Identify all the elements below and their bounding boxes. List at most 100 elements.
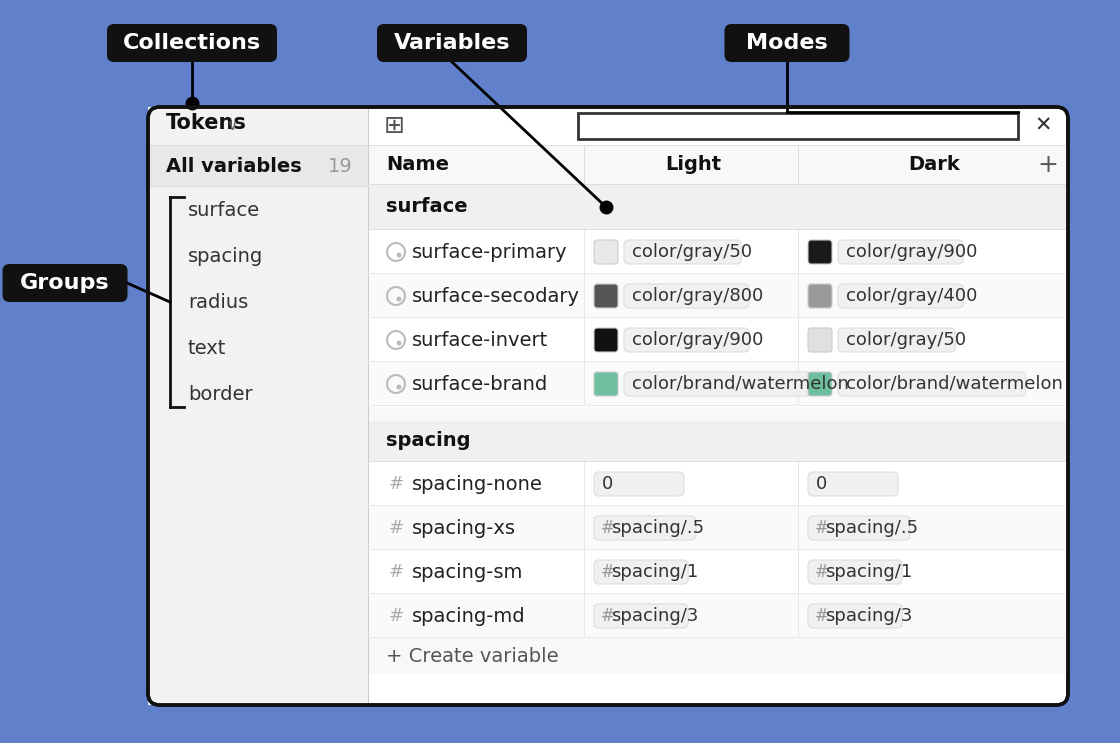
Text: #: # (601, 607, 615, 625)
Text: Groups: Groups (20, 273, 110, 293)
FancyBboxPatch shape (594, 560, 688, 584)
Text: color/brand/watermelon: color/brand/watermelon (846, 375, 1063, 393)
Text: surface-brand: surface-brand (412, 374, 549, 394)
FancyBboxPatch shape (808, 472, 898, 496)
Bar (368, 405, 1068, 406)
Text: ∨: ∨ (226, 117, 237, 132)
Text: spacing-none: spacing-none (412, 475, 543, 493)
Text: spacing/3: spacing/3 (825, 607, 913, 625)
Bar (368, 550, 1068, 594)
Text: Collections: Collections (123, 33, 261, 53)
Text: ⊞: ⊞ (384, 114, 405, 138)
Bar (368, 230, 1068, 274)
Text: #: # (389, 519, 403, 537)
Text: All variables: All variables (166, 157, 301, 175)
Bar (368, 274, 1068, 318)
Text: border: border (188, 384, 253, 403)
Bar (368, 638, 1068, 674)
Bar (368, 145, 1068, 146)
Bar (368, 593, 1068, 594)
FancyBboxPatch shape (108, 24, 277, 62)
Text: color/gray/50: color/gray/50 (632, 243, 753, 261)
Bar (148, 145, 368, 146)
Bar (368, 421, 1068, 461)
Text: surface-secodary: surface-secodary (412, 287, 580, 305)
Text: #: # (601, 519, 615, 537)
FancyBboxPatch shape (594, 284, 618, 308)
Text: + Create variable: + Create variable (386, 646, 559, 666)
Bar (148, 146, 368, 186)
Text: spacing/3: spacing/3 (612, 607, 699, 625)
Text: color/gray/400: color/gray/400 (846, 287, 978, 305)
Circle shape (396, 296, 401, 302)
Text: spacing/1: spacing/1 (825, 563, 913, 581)
Text: text: text (188, 339, 226, 357)
Bar (368, 185, 1068, 229)
Text: spacing-sm: spacing-sm (412, 562, 523, 582)
Bar (368, 407, 1068, 421)
Text: spacing/.5: spacing/.5 (612, 519, 704, 537)
FancyBboxPatch shape (594, 516, 696, 540)
Text: 0: 0 (603, 475, 614, 493)
FancyBboxPatch shape (624, 284, 749, 308)
Text: #: # (815, 607, 829, 625)
FancyBboxPatch shape (594, 328, 618, 352)
Bar (368, 505, 1068, 506)
Text: surface: surface (188, 201, 260, 219)
FancyBboxPatch shape (624, 372, 812, 396)
Bar (368, 184, 1068, 185)
FancyBboxPatch shape (838, 372, 1026, 396)
FancyBboxPatch shape (808, 516, 909, 540)
Text: #: # (601, 563, 615, 581)
Text: +: + (1037, 153, 1058, 177)
FancyBboxPatch shape (808, 604, 903, 628)
Bar (368, 506, 1068, 550)
Text: spacing/.5: spacing/.5 (825, 519, 918, 537)
Text: surface-invert: surface-invert (412, 331, 549, 349)
FancyBboxPatch shape (838, 240, 963, 264)
Text: surface-primary: surface-primary (412, 242, 568, 262)
Text: color/gray/800: color/gray/800 (632, 287, 763, 305)
Text: spacing/1: spacing/1 (612, 563, 698, 581)
Text: color/gray/900: color/gray/900 (632, 331, 764, 349)
Text: #: # (389, 607, 403, 625)
Text: spacing-md: spacing-md (412, 606, 525, 626)
FancyBboxPatch shape (624, 328, 749, 352)
Text: color/brand/watermelon: color/brand/watermelon (632, 375, 849, 393)
Bar (368, 146, 1068, 184)
Text: surface: surface (386, 198, 468, 216)
FancyBboxPatch shape (838, 328, 955, 352)
FancyBboxPatch shape (594, 240, 618, 264)
Bar (368, 229, 1068, 230)
Bar (368, 637, 1068, 638)
Bar (148, 186, 368, 187)
Text: spacing-xs: spacing-xs (412, 519, 516, 537)
Text: spacing: spacing (188, 247, 263, 265)
Text: Tokens: Tokens (166, 113, 246, 133)
Text: Light: Light (665, 155, 721, 175)
Text: #: # (389, 563, 403, 581)
Bar (368, 317, 1068, 318)
Circle shape (396, 384, 401, 389)
Text: 19: 19 (328, 157, 353, 175)
Bar (578, 113, 1018, 139)
Circle shape (396, 253, 401, 258)
FancyBboxPatch shape (2, 264, 128, 302)
Bar (148, 107, 368, 705)
Text: radius: radius (188, 293, 249, 311)
Bar (368, 462, 1068, 506)
FancyBboxPatch shape (808, 328, 832, 352)
Text: color/gray/900: color/gray/900 (846, 243, 978, 261)
FancyBboxPatch shape (808, 560, 903, 584)
FancyBboxPatch shape (148, 107, 1068, 705)
Text: Variables: Variables (394, 33, 511, 53)
FancyBboxPatch shape (725, 24, 849, 62)
Bar (368, 461, 1068, 462)
FancyBboxPatch shape (808, 240, 832, 264)
Bar (368, 318, 1068, 362)
FancyBboxPatch shape (624, 240, 741, 264)
Bar (368, 361, 1068, 362)
Text: #: # (815, 563, 829, 581)
FancyBboxPatch shape (808, 372, 832, 396)
Text: #: # (815, 519, 829, 537)
